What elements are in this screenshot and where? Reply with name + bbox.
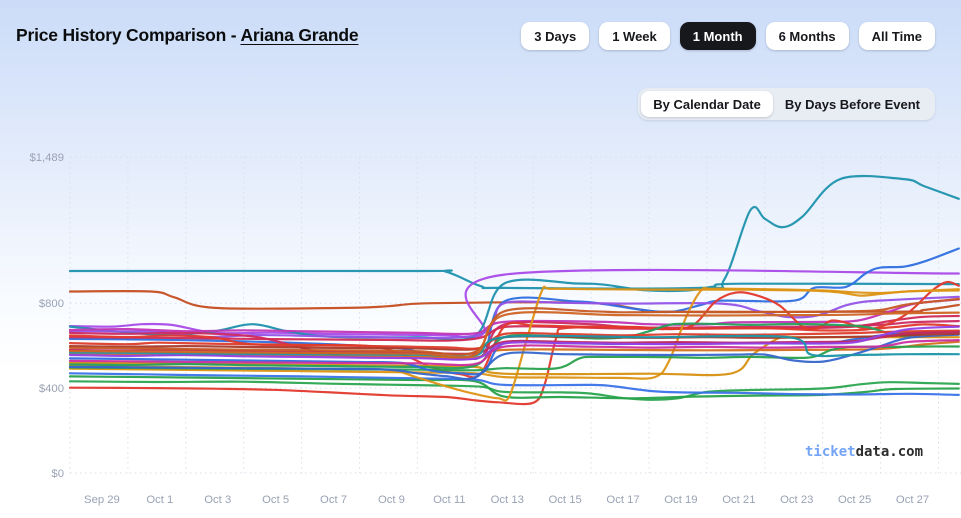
x-tick-label: Oct 3 [204,494,231,506]
time-range-button-all-time[interactable]: All Time [858,22,935,50]
line-purple-top [68,268,960,340]
view-toggle: By Calendar Date By Days Before Event [638,88,935,120]
page-title-prefix: Price History Comparison - [16,25,241,45]
x-tick-label: Oct 9 [378,494,405,506]
watermark-ticket: ticket [804,444,856,460]
time-range-button-3-days[interactable]: 3 Days [521,22,590,50]
x-tick-label: Oct 11 [433,494,465,506]
x-tick-label: Oct 27 [896,494,929,506]
y-tick-label: $1,489 [29,152,64,164]
x-tick-label: Oct 25 [838,494,871,506]
line-green-2 [68,375,960,400]
watermark-data-com: data.com [855,444,923,460]
time-range-button-1-week[interactable]: 1 Week [599,22,670,50]
line-magenta-1 [68,298,960,336]
x-tick-label: Oct 19 [664,494,697,506]
time-range-button-6-months[interactable]: 6 Months [765,22,849,50]
line-teal-3 [68,334,960,358]
y-tick-label: $0 [51,468,64,480]
line-crimson-3 [68,331,960,356]
line-rust-2 [68,297,960,356]
x-tick-label: Sep 29 [84,494,120,506]
line-teal-high [68,174,960,290]
y-tick-label: $800 [39,298,64,310]
x-tick-label: Oct 15 [549,494,582,506]
x-tick-label: Oct 1 [146,494,173,506]
watermark: ticketdata.com [805,444,923,460]
x-tick-label: Oct 23 [780,494,813,506]
line-gold-2 [68,286,960,380]
x-tick-label: Oct 7 [320,494,347,506]
time-range-buttons: 3 Days 1 Week 1 Month 6 Months All Time [521,22,935,50]
line-violet-2 [68,295,960,340]
line-green-1 [68,380,960,401]
x-tick-label: Oct 17 [606,494,639,506]
view-toggle-by-calendar-date[interactable]: By Calendar Date [641,91,773,117]
line-blue-3 [68,333,960,381]
line-magenta-2 [68,339,960,367]
time-range-button-1-month[interactable]: 1 Month [679,22,756,50]
line-rust-high [68,290,960,314]
line-blue-bottom [68,372,960,396]
view-toggle-by-days-before-event[interactable]: By Days Before Event [773,91,932,117]
page-title: Price History Comparison - Ariana Grande [16,25,359,46]
line-purple-3 [68,325,960,361]
y-tick-label: $400 [39,383,64,395]
artist-link[interactable]: Ariana Grande [240,25,359,45]
line-rust-3 [68,311,960,359]
x-tick-label: Oct 13 [491,494,524,506]
x-tick-label: Oct 5 [262,494,289,506]
x-tick-label: Oct 21 [722,494,755,506]
